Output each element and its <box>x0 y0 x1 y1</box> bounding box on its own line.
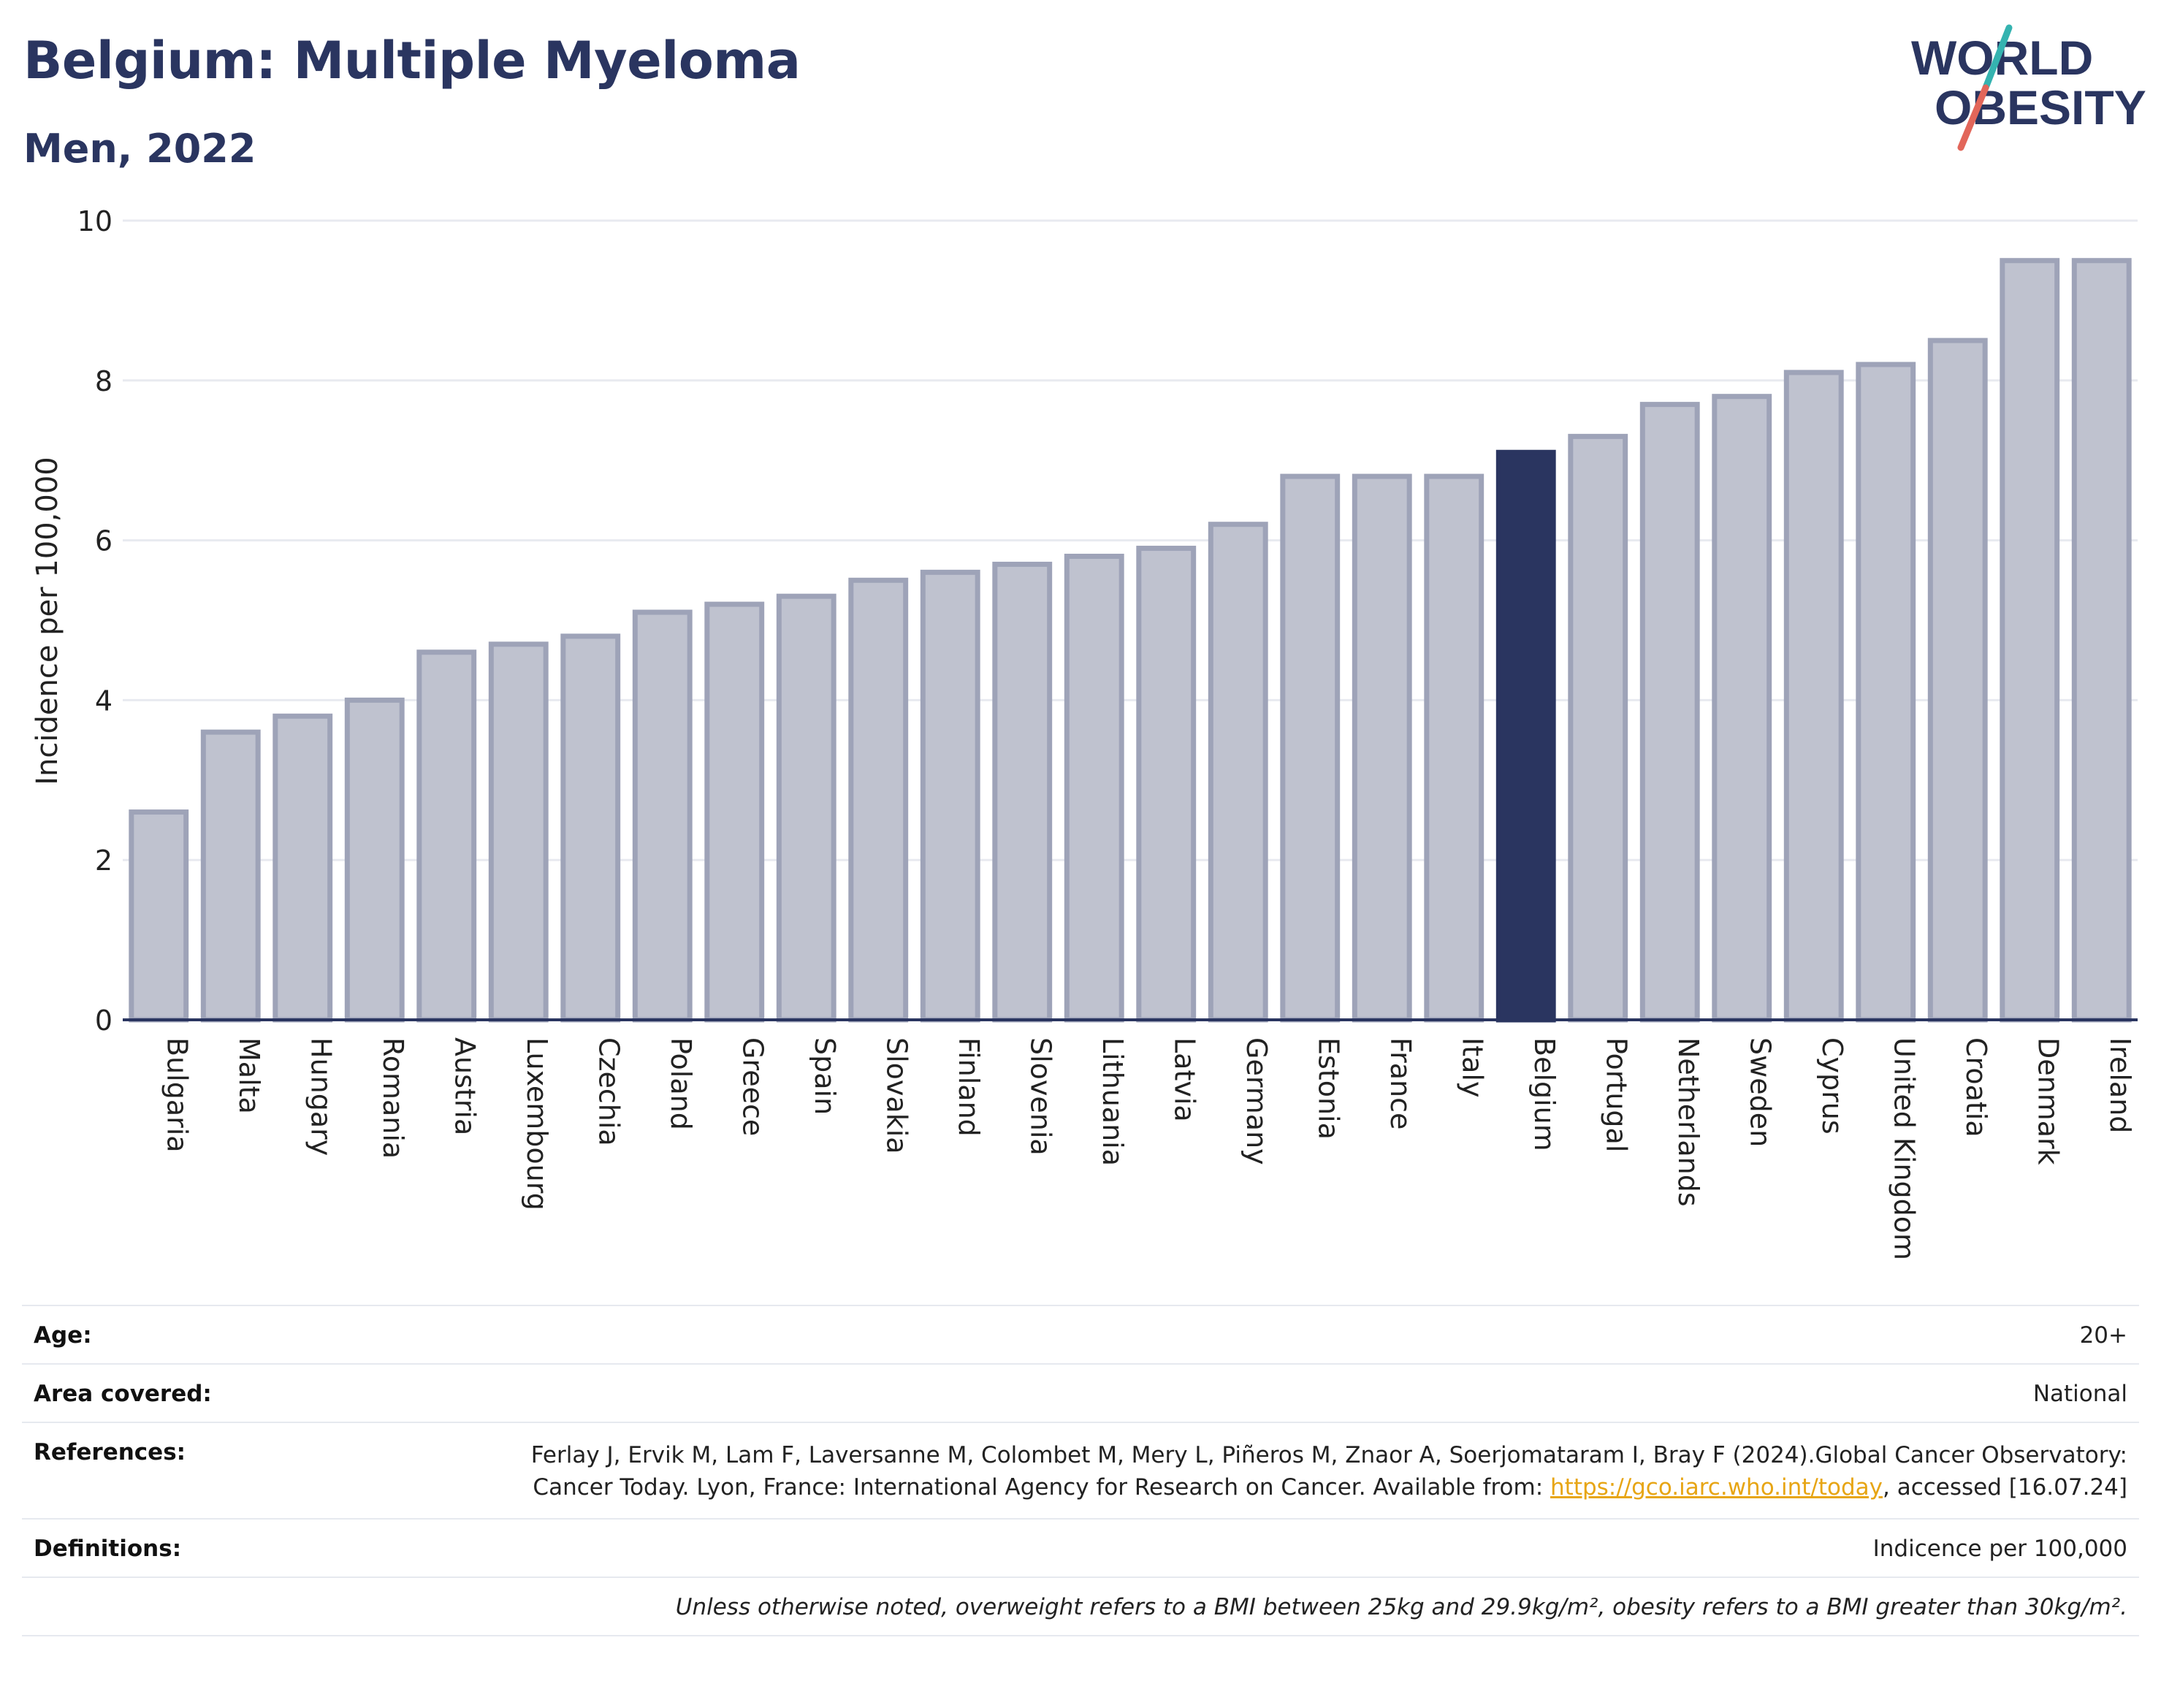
bar-chart: 0 2 4 6 8 10 Bulgaria Malta Hungary Romania Austri… <box>31 205 2138 1260</box>
y-tick-label: 8 <box>95 365 113 397</box>
x-tick-label: United Kingdom <box>1888 1037 1920 1260</box>
bar <box>848 577 909 1023</box>
x-tick-label: Czechia <box>592 1037 625 1146</box>
x-tick-label: Belgium <box>1528 1037 1560 1151</box>
x-tick-label: Spain <box>809 1037 841 1115</box>
bar <box>560 633 621 1023</box>
x-tick-label: Germany <box>1240 1037 1273 1165</box>
meta-row-definitions: Definitions: Indicence per 100,000 <box>22 1518 2139 1577</box>
chart-subtitle: Men, 2022 <box>23 126 256 172</box>
bar <box>1568 433 1628 1023</box>
meta-row-age: Age: 20+ <box>22 1305 2139 1363</box>
x-tick-label: Latvia <box>1168 1037 1200 1122</box>
bar <box>1064 553 1124 1023</box>
area-value: National <box>2032 1381 2127 1407</box>
x-tick-label: Denmark <box>2032 1037 2064 1165</box>
y-tick-label: 0 <box>95 1004 113 1037</box>
logo-slash-red <box>1957 84 1989 151</box>
references-text-2: , accessed [16.07.24] <box>1882 1474 2127 1501</box>
references-link[interactable]: https://gco.iarc.who.int/today <box>1550 1474 1883 1501</box>
metadata-table: Age: 20+ Area covered: National Referenc… <box>22 1305 2139 1636</box>
x-tick-label: Austria <box>449 1037 481 1135</box>
age-label: Age: <box>34 1322 92 1349</box>
bmi-note: Unless otherwise noted, overweight refer… <box>675 1594 2127 1620</box>
x-tick-label: Romania <box>377 1037 409 1159</box>
x-tick-label: France <box>1384 1037 1417 1129</box>
y-tick-label: 4 <box>95 685 113 717</box>
x-tick-label: Cyprus <box>1816 1037 1848 1135</box>
meta-row-note: Unless otherwise noted, overweight refer… <box>22 1577 2139 1636</box>
axes: 0 2 4 6 8 10 Bulgaria Malta Hungary Romania Austri… <box>77 205 2138 1260</box>
bar <box>488 641 549 1023</box>
definitions-value: Indicence per 100,000 <box>1872 1536 2127 1562</box>
x-tick-label: Lithuania <box>1097 1037 1129 1166</box>
x-tick-label: Poland <box>665 1037 697 1130</box>
bar <box>129 809 189 1023</box>
bar <box>416 649 477 1023</box>
bar <box>200 729 261 1023</box>
bar <box>632 609 693 1023</box>
bar <box>1280 473 1341 1023</box>
bar <box>1927 338 1988 1023</box>
definitions-label: Definitions: <box>34 1536 182 1562</box>
references-label: References: <box>34 1439 186 1465</box>
x-tick-label: Finland <box>953 1037 985 1137</box>
x-tick-label: Ireland <box>2104 1037 2136 1133</box>
chart-title: Belgium: Multiple Myeloma <box>23 31 801 91</box>
bar <box>1856 362 1916 1023</box>
bar <box>1712 394 1772 1023</box>
x-tick-label: Portugal <box>1600 1037 1632 1152</box>
bar <box>2000 258 2060 1023</box>
logo-slash-teal <box>1982 24 2013 91</box>
age-value: 20+ <box>2079 1322 2127 1349</box>
meta-row-references: References: Ferlay J, Ervik M, Lam F, La… <box>22 1422 2139 1518</box>
x-tick-label: Slovenia <box>1024 1037 1056 1156</box>
x-tick-label: Bulgaria <box>161 1037 193 1153</box>
x-tick-label: Croatia <box>1960 1037 1992 1137</box>
y-axis-label: Incidence per 100,000 <box>31 457 64 785</box>
y-tick-label: 2 <box>95 845 113 877</box>
bar <box>1639 402 1700 1023</box>
meta-row-area: Area covered: National <box>22 1363 2139 1422</box>
bar <box>776 593 836 1023</box>
bar <box>2071 258 2132 1023</box>
y-tick-label: 6 <box>95 525 113 557</box>
bar <box>1208 522 1268 1023</box>
x-tick-label: Hungary <box>305 1037 337 1156</box>
references-text-1: Ferlay J, Ervik M, Lam F, Laversanne M, … <box>530 1442 2127 1501</box>
x-tick-label: Greece <box>736 1037 769 1136</box>
world-obesity-logo: WORLD OBESITY <box>1911 24 2146 151</box>
bar <box>1783 370 1844 1023</box>
bar <box>1424 473 1485 1023</box>
bar-highlight <box>1495 449 1556 1023</box>
bar <box>920 569 980 1023</box>
bar <box>992 561 1053 1023</box>
x-tick-label: Estonia <box>1312 1037 1344 1140</box>
references-value: Ferlay J, Ervik M, Lam F, Laversanne M, … <box>447 1439 2127 1503</box>
bars <box>129 258 2132 1023</box>
bar <box>704 601 765 1023</box>
area-label: Area covered: <box>34 1381 212 1407</box>
y-tick-label: 10 <box>77 205 113 237</box>
bar <box>1352 473 1412 1023</box>
bar <box>344 697 405 1023</box>
x-tick-label: Italy <box>1456 1037 1488 1097</box>
x-tick-label: Sweden <box>1744 1037 1776 1147</box>
bar <box>1136 546 1197 1023</box>
x-tick-label: Luxembourg <box>521 1037 553 1211</box>
x-tick-label: Netherlands <box>1672 1037 1704 1207</box>
x-tick-label: Malta <box>233 1037 265 1114</box>
x-tick-label: Slovakia <box>880 1037 912 1154</box>
bar <box>272 713 333 1023</box>
